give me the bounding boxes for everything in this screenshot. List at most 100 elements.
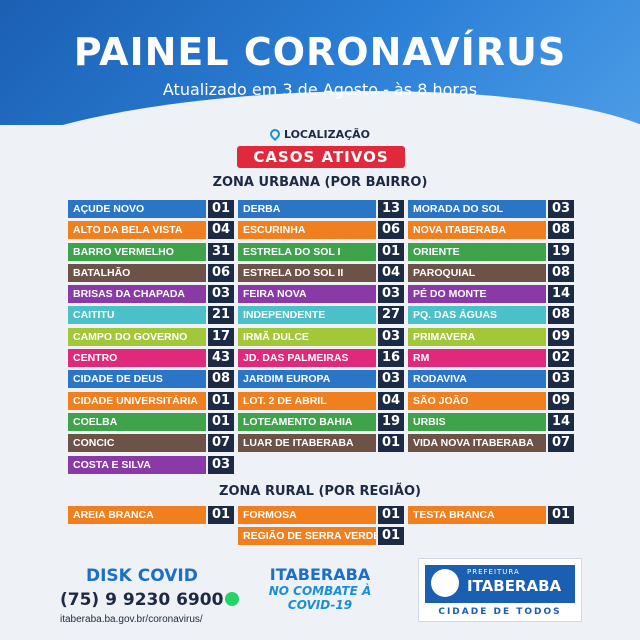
list-item: FORMOSA 01 bbox=[238, 506, 404, 524]
case-count: 08 bbox=[548, 263, 574, 282]
case-count: 01 bbox=[208, 391, 234, 410]
neighborhood-name: BATALHÃO bbox=[68, 263, 206, 282]
list-item: CAITITU 21 bbox=[68, 306, 234, 325]
case-count: 03 bbox=[378, 370, 404, 389]
neighborhood-name: JD. DAS PALMEIRAS bbox=[238, 349, 376, 368]
neighborhood-name: RODAVIVA bbox=[408, 370, 546, 389]
neighborhood-name: VIDA NOVA ITABERABA bbox=[408, 434, 546, 453]
neighborhood-name: INDEPENDENTE bbox=[238, 306, 376, 325]
case-count: 02 bbox=[548, 349, 574, 368]
case-count: 08 bbox=[208, 370, 234, 389]
neighborhood-name: PRIMAVERA bbox=[408, 327, 546, 346]
list-item: PQ. DAS ÁGUAS 08 bbox=[408, 306, 574, 325]
list-item: CENTRO 43 bbox=[68, 349, 234, 368]
list-item: ALTO DA BELA VISTA 04 bbox=[68, 221, 234, 240]
case-count: 01 bbox=[378, 527, 404, 546]
neighborhood-name: PQ. DAS ÁGUAS bbox=[408, 306, 546, 325]
phone-number[interactable]: (75) 9 9230 6900 bbox=[60, 590, 240, 610]
location-text: LOCALIZAÇÃO bbox=[283, 128, 371, 141]
case-count: 19 bbox=[548, 242, 574, 261]
case-count: 08 bbox=[548, 306, 574, 325]
campaign-logo: ITABERABA NO COMBATE À COVID-19 bbox=[255, 565, 385, 612]
neighborhood-name: ESTRELA DO SOL II bbox=[238, 263, 376, 282]
list-item: PÉ DO MONTE 14 bbox=[408, 285, 574, 304]
neighborhood-name: LOTEAMENTO BAHIA bbox=[238, 412, 376, 431]
urban-column: AÇUDE NOVO 01 ALTO DA BELA VISTA 04 BARRO VE… bbox=[68, 200, 234, 477]
case-count: 03 bbox=[378, 285, 404, 304]
list-item: PRIMAVERA 09 bbox=[408, 327, 574, 346]
case-count: 31 bbox=[208, 242, 234, 261]
neighborhood-name: COSTA E SILVA bbox=[68, 455, 206, 474]
neighborhood-name: LOT. 2 DE ABRIL bbox=[238, 391, 376, 410]
case-count: 16 bbox=[378, 349, 404, 368]
list-item: TESTA BRANCA 01 bbox=[408, 506, 574, 524]
list-item: BARRO VERMELHO 31 bbox=[68, 242, 234, 261]
rural-column: AREIA BRANCA 01 bbox=[68, 506, 234, 527]
urban-zone-title: ZONA URBANA (POR BAIRRO) bbox=[212, 175, 428, 190]
neighborhood-name: IRMÃ DULCE bbox=[238, 327, 376, 346]
list-item: LOTEAMENTO BAHIA 19 bbox=[238, 412, 404, 431]
list-item: RM 02 bbox=[408, 349, 574, 368]
prefeitura-logo: PREFEITURA ITABERABA CIDADE DE TODOS bbox=[418, 558, 582, 622]
list-item: SÃO JOÃO 09 bbox=[408, 391, 574, 410]
neighborhood-name: ESCURINHA bbox=[238, 221, 376, 240]
case-count: 01 bbox=[378, 434, 404, 453]
neighborhood-name: PAROQUIAL bbox=[408, 263, 546, 282]
campaign-slogan: NO COMBATE À COVID-19 bbox=[268, 584, 372, 612]
case-count: 27 bbox=[378, 306, 404, 325]
neighborhood-name: FEIRA NOVA bbox=[238, 285, 376, 304]
case-count: 03 bbox=[378, 327, 404, 346]
rural-column: TESTA BRANCA 01 bbox=[408, 506, 574, 527]
list-item: INDEPENDENTE 27 bbox=[238, 306, 404, 325]
case-count: 01 bbox=[378, 242, 404, 261]
list-item: URBIS 14 bbox=[408, 412, 574, 431]
case-count: 07 bbox=[548, 434, 574, 453]
case-count: 09 bbox=[548, 327, 574, 346]
page-subtitle: Atualizado em 3 de Agosto - às 8 horas bbox=[162, 80, 478, 99]
list-item: DERBA 13 bbox=[238, 200, 404, 218]
case-count: 04 bbox=[208, 221, 234, 240]
list-item: AÇUDE NOVO 01 bbox=[68, 200, 234, 218]
case-count: 03 bbox=[208, 455, 234, 474]
website-link[interactable]: itaberaba.ba.gov.br/coronavirus/ bbox=[60, 614, 203, 625]
campaign-city: ITABERABA bbox=[269, 565, 371, 584]
list-item: RODAVIVA 03 bbox=[408, 370, 574, 389]
neighborhood-name: ORIENTE bbox=[408, 242, 546, 261]
case-count: 14 bbox=[548, 285, 574, 304]
neighborhood-name: CIDADE DE DEUS bbox=[68, 370, 206, 389]
neighborhood-name: FORMOSA bbox=[238, 506, 376, 524]
list-item: COELBA 01 bbox=[68, 412, 234, 431]
neighborhood-name: CAITITU bbox=[68, 306, 206, 325]
list-item: PAROQUIAL 08 bbox=[408, 263, 574, 282]
list-item: ORIENTE 19 bbox=[408, 242, 574, 261]
neighborhood-name: TESTA BRANCA bbox=[408, 506, 546, 524]
neighborhood-name: ALTO DA BELA VISTA bbox=[68, 221, 206, 240]
list-item: CAMPO DO GOVERNO 17 bbox=[68, 327, 234, 346]
neighborhood-name: AÇUDE NOVO bbox=[68, 200, 206, 218]
case-count: 03 bbox=[548, 370, 574, 389]
neighborhood-name: AREIA BRANCA bbox=[68, 506, 206, 524]
neighborhood-name: ESTRELA DO SOL I bbox=[238, 242, 376, 261]
case-count: 03 bbox=[208, 285, 234, 304]
case-count: 04 bbox=[378, 263, 404, 282]
neighborhood-name: DERBA bbox=[238, 200, 376, 218]
neighborhood-name: CAMPO DO GOVERNO bbox=[68, 327, 206, 346]
list-item: COSTA E SILVA 03 bbox=[68, 455, 234, 474]
list-item: MORADA DO SOL 03 bbox=[408, 200, 574, 218]
page-title: PAINEL CORONAVÍRUS bbox=[73, 30, 567, 74]
case-count: 13 bbox=[378, 200, 404, 218]
list-item: ESTRELA DO SOL II 04 bbox=[238, 263, 404, 282]
neighborhood-name: CIDADE UNIVERSITÁRIA bbox=[68, 391, 206, 410]
neighborhood-name: NOVA ITABERABA bbox=[408, 221, 546, 240]
neighborhood-name: CENTRO bbox=[68, 349, 206, 368]
case-count: 06 bbox=[378, 221, 404, 240]
list-item: CONCIC 07 bbox=[68, 434, 234, 453]
location-label: LOCALIZAÇÃO bbox=[0, 126, 640, 142]
list-item: CIDADE DE DEUS 08 bbox=[68, 370, 234, 389]
disk-covid-block: DISK COVID (75) 9 9230 6900 itaberaba.ba… bbox=[60, 566, 240, 625]
list-item: BRISAS DA CHAPADA 03 bbox=[68, 285, 234, 304]
case-count: 01 bbox=[208, 412, 234, 431]
casos-ativos-badge: CASOS ATIVOS bbox=[237, 146, 405, 168]
neighborhood-name: BARRO VERMELHO bbox=[68, 242, 206, 261]
neighborhood-name: SÃO JOÃO bbox=[408, 391, 546, 410]
